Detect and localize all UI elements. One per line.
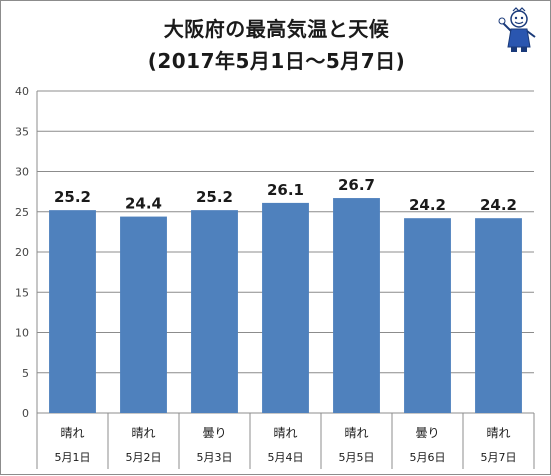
weather-label: 晴れ: [131, 426, 155, 440]
x-tick-label: 5月4日: [268, 451, 304, 464]
chart-subtitle: (2017年5月1日～5月7日): [147, 49, 406, 73]
data-label: 26.7: [338, 176, 375, 194]
bar: [404, 218, 451, 413]
x-tick-label: 5月1日: [55, 451, 91, 464]
y-tick-label: 10: [15, 327, 29, 340]
y-tick-label: 5: [22, 367, 29, 380]
y-tick-label: 20: [15, 246, 29, 259]
x-tick-label: 5月7日: [481, 451, 517, 464]
chart-title: 大阪府の最高気温と天候: [163, 17, 390, 41]
weather-label: 曇り: [415, 426, 439, 440]
data-label: 24.2: [480, 196, 517, 214]
weather-label: 晴れ: [344, 426, 368, 440]
y-tick-label: 25: [15, 206, 29, 219]
weather-label: 晴れ: [486, 426, 510, 440]
bar: [262, 202, 309, 413]
bar: [333, 198, 380, 413]
x-tick-label: 5月5日: [339, 451, 375, 464]
data-label: 25.2: [54, 188, 91, 206]
y-tick-label: 40: [15, 85, 29, 98]
x-tick-label: 5月2日: [126, 451, 162, 464]
y-tick-label: 35: [15, 125, 29, 138]
data-label: 26.1: [267, 181, 304, 199]
mascot-logo-icon: [498, 7, 536, 52]
weather-label: 晴れ: [60, 426, 84, 440]
data-label: 24.2: [409, 196, 446, 214]
x-tick-label: 5月6日: [410, 451, 446, 464]
y-tick-label: 30: [15, 166, 29, 179]
bar: [120, 216, 167, 413]
y-tick-label: 0: [22, 407, 29, 420]
data-label: 25.2: [196, 188, 233, 206]
x-tick-label: 5月3日: [197, 451, 233, 464]
weather-label: 晴れ: [273, 426, 297, 440]
weather-label: 曇り: [202, 426, 226, 440]
data-label: 24.4: [125, 195, 162, 213]
bar: [49, 210, 96, 413]
bar: [191, 210, 238, 413]
bar: [475, 218, 522, 413]
y-tick-label: 15: [15, 286, 29, 299]
